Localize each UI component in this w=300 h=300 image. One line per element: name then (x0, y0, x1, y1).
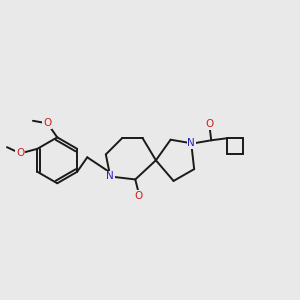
Text: O: O (134, 190, 142, 201)
Text: O: O (206, 119, 214, 129)
Text: O: O (43, 118, 52, 128)
Text: N: N (187, 138, 195, 148)
Text: O: O (16, 148, 24, 158)
Text: N: N (106, 172, 114, 182)
